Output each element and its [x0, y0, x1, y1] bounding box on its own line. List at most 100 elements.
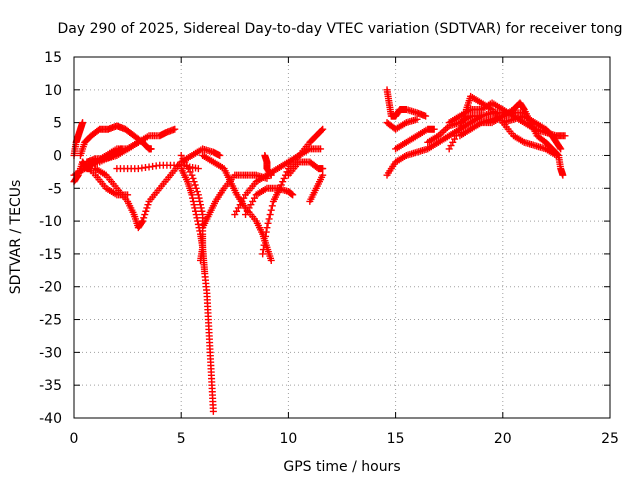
series-arc-27: [499, 112, 565, 153]
data-point: [559, 171, 567, 179]
data-point: [190, 178, 198, 186]
axis-ticks: [73, 56, 611, 419]
series-arc-14: [242, 184, 297, 219]
data-point: [124, 191, 132, 199]
series-arc-20: [383, 109, 507, 179]
data-point: [116, 146, 124, 154]
data-point: [198, 207, 206, 215]
data-point: [319, 165, 327, 173]
series-arc-29: [424, 112, 485, 146]
series-arc-17: [284, 158, 327, 179]
data-point: [117, 145, 125, 153]
data-point: [192, 184, 200, 192]
data-point: [79, 119, 87, 127]
data-marks: [70, 86, 569, 415]
data-point: [139, 217, 147, 225]
data-point: [262, 232, 270, 240]
data-point: [190, 201, 198, 209]
data-point: [138, 218, 146, 226]
x-axis-label: GPS time / hours: [283, 459, 400, 475]
data-point: [430, 125, 438, 133]
series-arc-18: [261, 151, 275, 179]
data-point: [171, 125, 179, 133]
y-tick-label: 10: [44, 83, 62, 99]
data-point: [267, 256, 275, 264]
y-tick-label: 15: [44, 50, 62, 66]
data-point: [197, 204, 205, 212]
data-point: [260, 241, 268, 249]
data-point: [265, 215, 273, 223]
data-point: [143, 204, 151, 212]
y-tick-label: -5: [48, 181, 62, 197]
x-tick-label: 0: [70, 431, 79, 447]
data-point: [196, 256, 204, 264]
y-tick-label: -40: [39, 411, 62, 427]
y-tick-label: -15: [39, 247, 62, 263]
data-point: [194, 191, 202, 199]
data-point: [189, 197, 197, 205]
data-point: [456, 125, 464, 133]
data-point: [477, 112, 485, 120]
series-arc-28: [456, 109, 528, 140]
data-point: [561, 132, 569, 140]
series-arc-22: [383, 115, 421, 133]
series-arc-7: [81, 145, 125, 173]
y-tick-label: -10: [39, 214, 62, 230]
x-tick-label: 5: [177, 431, 186, 447]
data-point: [193, 188, 201, 196]
grid-lines: [74, 57, 610, 418]
data-point: [318, 126, 326, 134]
y-tick-label: -35: [39, 378, 62, 394]
data-point: [319, 125, 327, 133]
data-point: [209, 407, 217, 415]
data-point: [140, 214, 148, 222]
data-point: [191, 204, 199, 212]
data-point: [267, 171, 275, 179]
y-tick-label: 5: [53, 116, 62, 132]
tick-labels: 0 5 10 15 20 25 15 10 5 0 -5 -10 -15 -20 -25 -30 -35 -40: [39, 50, 619, 447]
y-axis-label: SDTVAR / TECUs: [8, 180, 24, 295]
data-point: [144, 201, 152, 209]
data-point: [191, 207, 199, 215]
data-point: [189, 174, 197, 182]
chart-title: Day 290 of 2025, Sidereal Day-to-day VTE…: [57, 21, 622, 37]
data-point: [520, 109, 528, 117]
data-point: [259, 250, 267, 258]
data-point: [141, 211, 149, 219]
data-point: [259, 246, 267, 254]
x-tick-label: 20: [494, 431, 512, 447]
data-point: [283, 168, 291, 176]
data-point: [280, 174, 288, 182]
data-point: [147, 145, 155, 153]
data-point: [268, 202, 276, 210]
data-point: [191, 181, 199, 189]
data-point: [188, 191, 196, 199]
data-point: [192, 211, 200, 219]
series-arc-9: [79, 158, 132, 199]
data-point: [267, 170, 275, 178]
series-arc-16: [259, 125, 327, 258]
data-point: [317, 145, 325, 153]
data-point: [263, 224, 271, 232]
data-point: [267, 206, 275, 214]
data-point: [289, 191, 297, 199]
y-tick-label: 0: [53, 148, 62, 164]
data-point: [188, 171, 196, 179]
data-point: [422, 112, 430, 120]
data-point: [553, 150, 561, 158]
series-arc-19: [306, 171, 327, 205]
data-point: [556, 144, 564, 152]
y-tick-label: -30: [39, 345, 62, 361]
data-point: [196, 197, 204, 205]
data-point: [266, 211, 274, 219]
series-arc-23: [392, 125, 438, 153]
series-arc-10: [177, 165, 217, 415]
y-tick-label: -25: [39, 313, 62, 329]
data-point: [557, 145, 565, 153]
y-tick-label: -20: [39, 280, 62, 296]
plot-frame: [73, 56, 611, 419]
data-point: [413, 115, 421, 123]
data-point: [262, 228, 270, 236]
x-tick-label: 10: [279, 431, 297, 447]
